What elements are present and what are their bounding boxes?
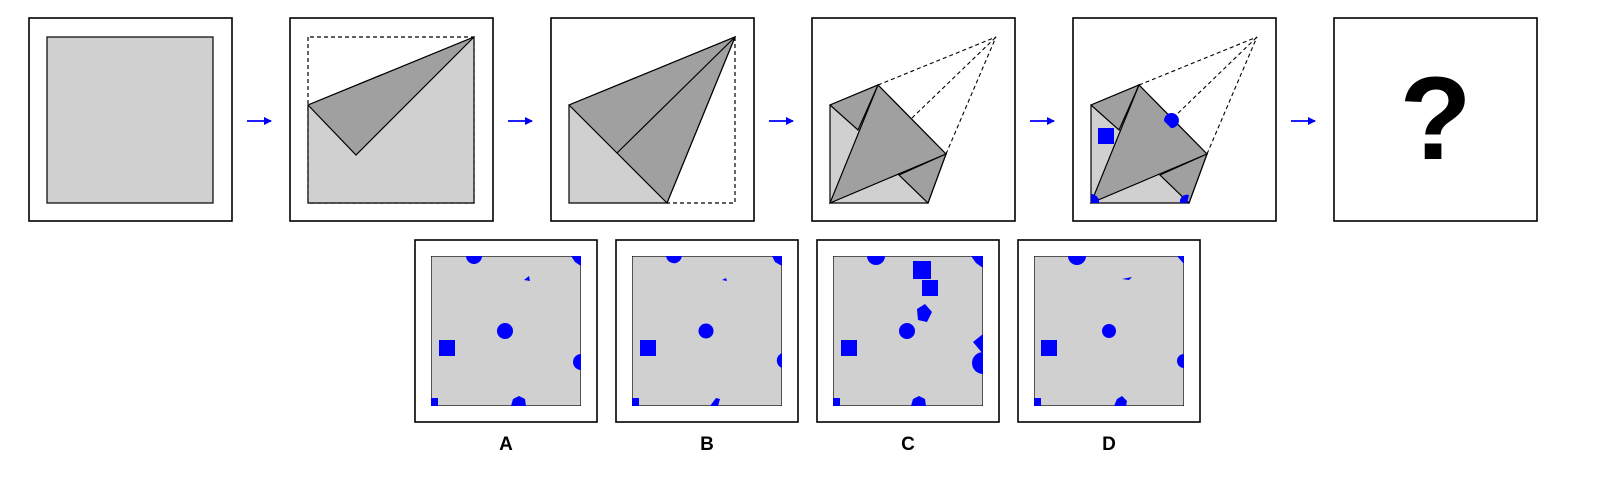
option-d-hole-square: [1041, 340, 1057, 356]
option-c-hole-center-circle: [899, 323, 915, 339]
option-a-hole-right-circle: [573, 354, 581, 370]
option-b-paper-view: [632, 256, 782, 406]
step-3-crease: [616, 36, 736, 154]
option-c[interactable]: C: [816, 239, 1000, 455]
step-5-dash-1: [1138, 36, 1258, 86]
step-3-original-outline: [667, 37, 736, 204]
step-4-flap-tip: [897, 152, 948, 205]
step-4-dash-3: [945, 36, 997, 155]
step-4-dash-2: [911, 36, 997, 119]
step-2-panel: [289, 17, 494, 222]
option-b[interactable]: B: [615, 239, 799, 455]
question-frame: [1333, 17, 1538, 222]
step-5-hole-circle: [1163, 113, 1179, 129]
step-5-dash-2: [1172, 36, 1258, 119]
option-a-hole-bottom: [511, 396, 526, 406]
option-b-hole-bottom: [710, 398, 720, 406]
option-c-hole-right-shard: [973, 334, 983, 354]
step-5-flap-tip: [1158, 152, 1209, 205]
option-b-hole-top-circle: [666, 256, 682, 264]
step-1-panel: [28, 17, 233, 222]
step-1-paper: [46, 36, 214, 204]
question-panel: ?: [1333, 17, 1538, 222]
option-c-hole-square-2: [922, 280, 938, 296]
option-a-paper-view: [431, 256, 581, 406]
option-d-hole-bottom: [1114, 396, 1127, 406]
question-mark: ?: [1399, 53, 1471, 185]
option-d-hole-top-circle: [1068, 256, 1086, 265]
option-a-hole-corner: [431, 398, 438, 406]
option-b-hole-right-circle: [776, 353, 782, 368]
step-5-panel: [1072, 17, 1277, 222]
step-5-dash-3: [1206, 36, 1258, 155]
option-a-hole-top-circle: [466, 256, 482, 264]
step-5-hole-square: [1098, 128, 1114, 144]
option-c-hole-square-3: [841, 340, 857, 356]
step-5-flap-small: [1089, 83, 1141, 131]
option-a-label: A: [499, 434, 513, 455]
option-d[interactable]: D: [1017, 239, 1201, 455]
step-3-panel: [550, 17, 755, 222]
option-d-hole-right-circle: [1177, 354, 1184, 368]
option-b-hole-small: [722, 278, 727, 281]
option-d-hole-top-right: [1177, 256, 1184, 264]
option-a-hole-top-right: [571, 256, 581, 266]
option-b-label: B: [700, 434, 714, 455]
step-4-panel: [811, 17, 1016, 222]
option-c-hole-corner: [833, 398, 840, 406]
option-d-paper-view: [1034, 256, 1184, 406]
option-b-hole-center-circle: [698, 323, 714, 339]
step-5-hole-corner-left: [1091, 193, 1100, 203]
option-c-hole-top-right: [971, 256, 983, 268]
option-a[interactable]: A: [414, 239, 598, 455]
option-c-hole-pentagon: [917, 304, 932, 322]
option-a-hole-square: [439, 340, 455, 356]
option-c-hole-bottom: [911, 396, 926, 406]
option-a-hole-center-circle: [497, 323, 513, 339]
step-5-hole-corner-right: [1179, 194, 1189, 203]
option-c-hole-top-circle: [867, 256, 885, 265]
option-a-hole-small: [524, 276, 530, 281]
option-c-hole-right-circle: [972, 352, 983, 374]
option-b-hole-square: [640, 340, 656, 356]
option-b-hole-top-right: [772, 256, 782, 266]
option-c-label: C: [901, 434, 915, 455]
option-d-hole-center-circle: [1102, 324, 1116, 338]
option-d-label: D: [1102, 434, 1116, 455]
option-d-hole-corner: [1034, 398, 1041, 406]
option-b-hole-corner: [632, 398, 639, 406]
step-4-flap-small: [828, 83, 880, 131]
step-2-folded-flap: [306, 36, 475, 156]
option-c-paper-view: [833, 256, 983, 406]
option-d-hole-small: [1122, 277, 1132, 280]
option-c-hole-square-1: [913, 261, 931, 279]
step-4-flap-large: [828, 83, 948, 205]
step-4-dash-1: [877, 36, 997, 86]
